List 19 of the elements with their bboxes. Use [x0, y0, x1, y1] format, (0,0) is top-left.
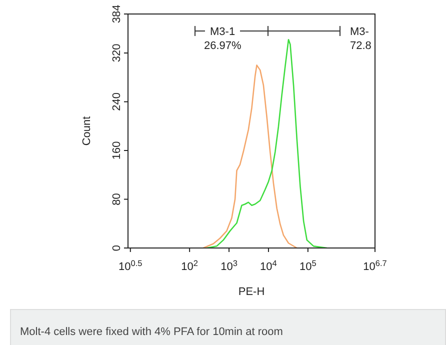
annotation: 72.8 — [350, 40, 372, 52]
x-tick-label: 10$^{5}$ — [300, 258, 317, 273]
y-tick-label: 0 — [111, 244, 123, 252]
y-tick-label: 80 — [111, 193, 123, 206]
x-tick-label: 10$^{4}$ — [260, 258, 278, 273]
y-tick-label: 160 — [111, 141, 123, 160]
y-tick-label: 384 — [111, 4, 123, 24]
x-tick-label: 10$^{6.7}$ — [363, 258, 388, 273]
x-tick-label: 10$^{2}$ — [181, 258, 198, 273]
text: Molt-4 cells were fixed with 4% PFA for 10min at room — [20, 326, 283, 338]
y-tick-label: 240 — [111, 92, 123, 111]
x-tick-label: 10$^{0.5}$ — [118, 258, 143, 273]
x-tick-label: 10$^{3}$ — [220, 258, 238, 273]
annotation: M3-1 — [210, 26, 236, 38]
y-axis-title: Count — [81, 116, 93, 146]
x-axis-title: PE-H — [238, 286, 265, 298]
annotation: M3- — [350, 26, 370, 38]
y-tick-label: 320 — [111, 44, 123, 62]
annotation: 26.97% — [204, 40, 242, 52]
